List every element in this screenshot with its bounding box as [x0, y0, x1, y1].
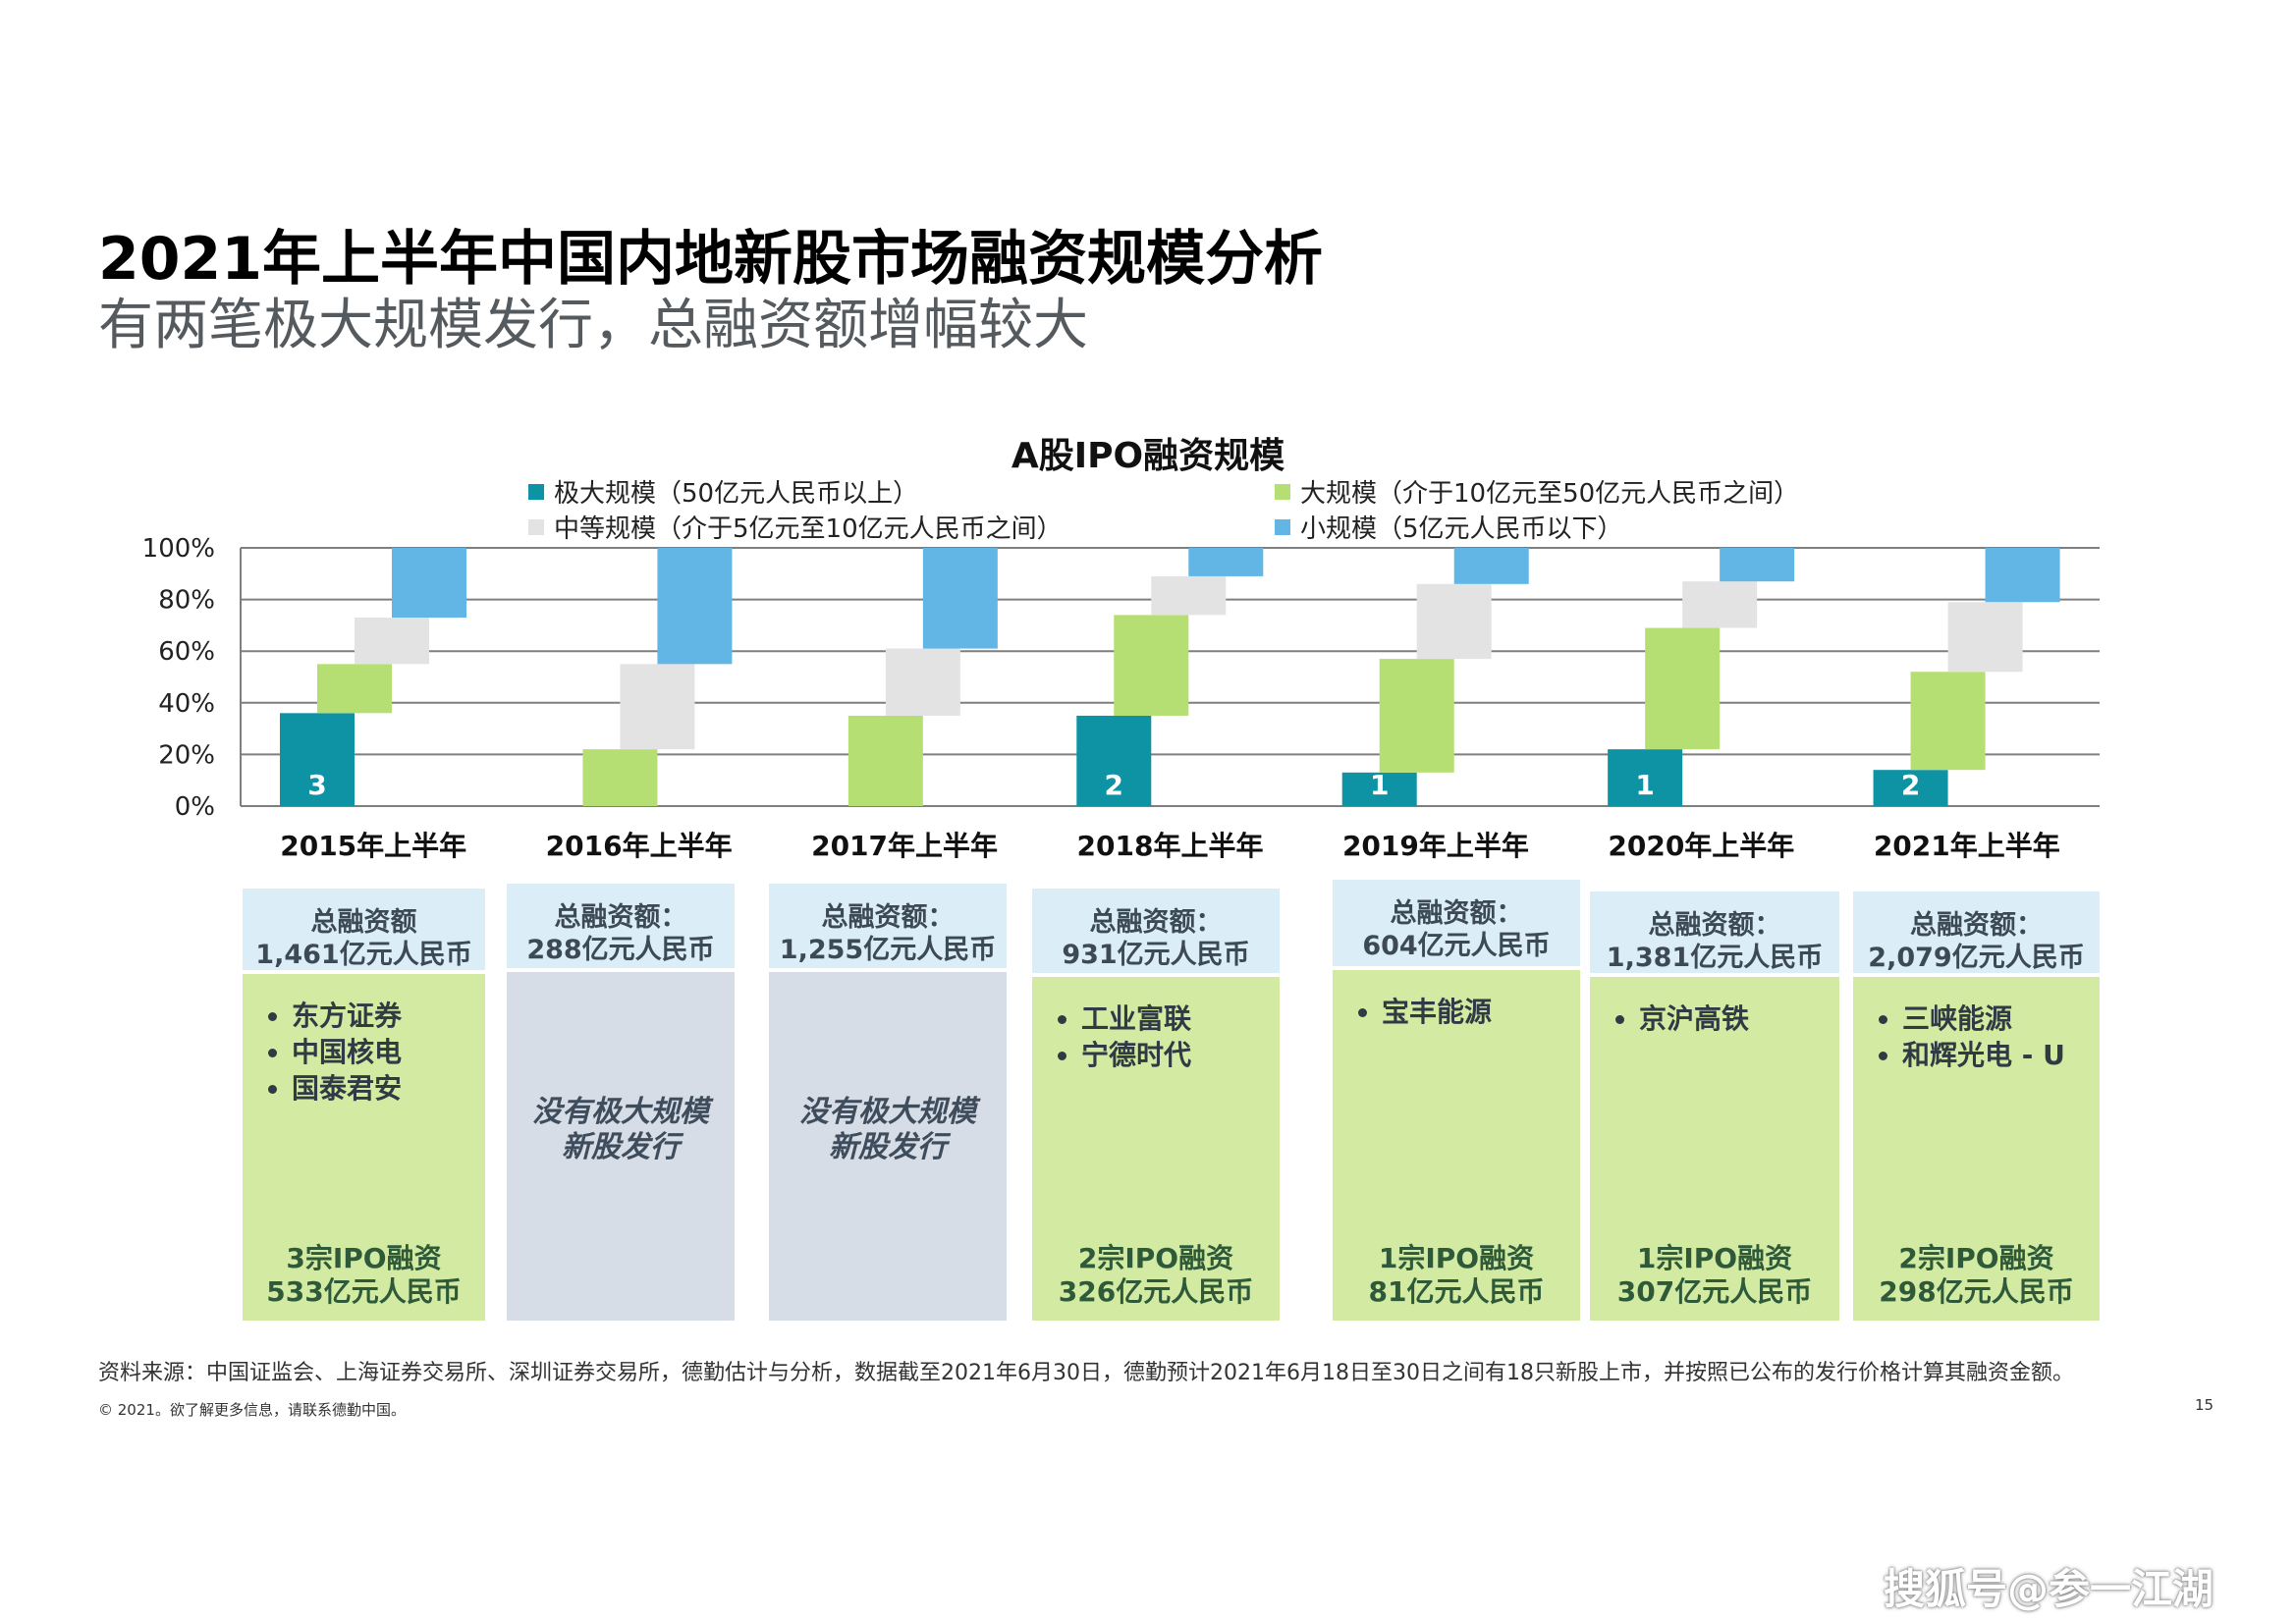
box-total-header: 总融资额： 2,079亿元人民币	[1853, 892, 2100, 973]
bar-data-label: 2	[1901, 769, 1920, 801]
bar-large	[847, 715, 923, 806]
bar-small	[1985, 548, 2060, 603]
no-issue-note: 没有极大规模 新股发行	[799, 1095, 976, 1164]
legend-swatch-extra-large	[528, 483, 544, 500]
bar-medium	[1947, 602, 2023, 673]
legend-swatch-small	[1275, 518, 1290, 535]
legend-label-small: 小规模（5亿元人民币以下）	[1300, 514, 1623, 544]
bar-small	[1188, 548, 1264, 576]
box-no-extra-large: 没有极大规模 新股发行	[507, 972, 735, 1321]
legend-item-medium: 中等规模（介于5亿元至10亿元人民币之间）	[528, 509, 1063, 545]
bar-large	[1645, 627, 1721, 750]
y-tick-label: 0%	[175, 792, 215, 822]
bar-medium	[1151, 575, 1227, 616]
bar-extra-large	[1076, 715, 1152, 806]
y-tick-label: 60%	[158, 637, 215, 667]
page-title: 2021年上半年中国内地新股市场融资规模分析	[98, 225, 1323, 294]
y-tick-label: 20%	[158, 740, 215, 770]
box-ipo-detail: 宝丰能源 1宗IPO融资 81亿元人民币	[1333, 970, 1580, 1321]
box-total-header: 总融资额 1,461亿元人民币	[243, 889, 485, 970]
bar-extra-large	[1608, 749, 1683, 806]
ipo-company-item: 宝丰能源	[1382, 994, 1492, 1030]
ipo-summary-text: 2宗IPO融资 326亿元人民币	[1058, 1242, 1254, 1308]
x-category-label: 2017年上半年	[811, 830, 998, 862]
box-total-header: 总融资额： 931亿元人民币	[1032, 889, 1280, 973]
x-category-label: 2020年上半年	[1608, 830, 1794, 862]
ipo-summary-text: 1宗IPO融资 81亿元人民币	[1368, 1242, 1545, 1308]
bar-medium	[1682, 581, 1758, 628]
y-tick-label: 100%	[142, 534, 215, 564]
ipo-company-list: 宝丰能源	[1340, 994, 1492, 1030]
ipo-company-item: 三峡能源	[1902, 1000, 2065, 1037]
legend-swatch-medium	[528, 518, 544, 535]
ipo-summary-text: 1宗IPO融资 307亿元人民币	[1616, 1242, 1813, 1308]
bar-large	[317, 664, 392, 714]
box-ipo-detail: 东方证券中国核电国泰君安 3宗IPO融资 533亿元人民币	[243, 974, 485, 1321]
box-total-header: 总融资额： 604亿元人民币	[1333, 880, 1580, 966]
bar-large	[1910, 672, 1986, 771]
ipo-company-item: 和辉光电 - U	[1902, 1037, 2065, 1073]
bar-data-label: 3	[307, 769, 326, 801]
ipo-company-list: 工业富联宁德时代	[1040, 1000, 1191, 1073]
page-number: 15	[2195, 1396, 2214, 1414]
source-note: 资料来源：中国证监会、上海证券交易所、深圳证券交易所，德勤估计与分析，数据截至2…	[98, 1361, 2074, 1385]
legend-item-small: 小规模（5亿元人民币以下）	[1275, 509, 1623, 545]
y-tick-label: 80%	[158, 586, 215, 616]
legend-item-extra-large: 极大规模（50亿元人民币以上）	[528, 473, 918, 510]
x-category-label: 2015年上半年	[280, 830, 466, 862]
chart-title: A股IPO融资规模	[1011, 436, 1285, 476]
ipo-company-item: 东方证券	[292, 998, 402, 1034]
ipo-company-list: 三峡能源和辉光电 - U	[1861, 1000, 2065, 1073]
page-subtitle: 有两笔极大规模发行，总融资额增幅较大	[98, 294, 1088, 357]
bar-medium	[355, 618, 429, 665]
bar-small	[922, 548, 998, 649]
box-ipo-detail: 工业富联宁德时代 2宗IPO融资 326亿元人民币	[1032, 977, 1280, 1321]
bar-large	[1114, 615, 1189, 716]
bar-medium	[885, 648, 960, 716]
x-category-label: 2018年上半年	[1077, 830, 1264, 862]
legend-swatch-large	[1275, 483, 1290, 500]
ipo-company-item: 宁德时代	[1081, 1037, 1191, 1073]
legend-item-large: 大规模（介于10亿元至50亿元人民币之间）	[1275, 473, 1799, 510]
box-total-header: 总融资额： 1,381亿元人民币	[1590, 892, 1839, 973]
x-category-label: 2019年上半年	[1342, 830, 1529, 862]
box-ipo-detail: 京沪高铁 1宗IPO融资 307亿元人民币	[1590, 977, 1839, 1321]
bar-large	[582, 749, 658, 806]
x-category-label: 2016年上半年	[546, 830, 733, 862]
bar-data-label: 1	[1635, 769, 1654, 801]
box-no-extra-large: 没有极大规模 新股发行	[769, 972, 1007, 1321]
box-total-header: 总融资额： 1,255亿元人民币	[769, 884, 1007, 968]
bar-small	[1720, 548, 1795, 582]
bar-data-label: 2	[1105, 769, 1123, 801]
ipo-company-list: 东方证券中国核电国泰君安	[250, 998, 402, 1107]
box-total-header: 总融资额： 288亿元人民币	[507, 884, 735, 968]
bar-data-label: 1	[1370, 769, 1389, 801]
ipo-company-item: 京沪高铁	[1639, 1000, 1749, 1037]
bar-medium	[620, 664, 695, 750]
watermark: 搜狐号@参一江湖	[1884, 1565, 2214, 1613]
bar-extra-large	[1873, 770, 1948, 806]
x-category-label: 2021年上半年	[1874, 830, 2060, 862]
legend-label-medium: 中等规模（介于5亿元至10亿元人民币之间）	[554, 514, 1063, 544]
ipo-company-item: 中国核电	[292, 1034, 402, 1070]
copyright-note: © 2021。欲了解更多信息，请联系德勤中国。	[98, 1401, 406, 1419]
bar-small	[392, 548, 466, 619]
bar-small	[1453, 548, 1529, 584]
bar-medium	[1416, 583, 1492, 660]
ipo-company-list: 京沪高铁	[1598, 1000, 1749, 1037]
bar-extra-large	[1341, 772, 1417, 806]
bar-extra-large	[280, 713, 355, 806]
box-ipo-detail: 三峡能源和辉光电 - U 2宗IPO融资 298亿元人民币	[1853, 977, 2100, 1321]
legend-label-large: 大规模（介于10亿元至50亿元人民币之间）	[1300, 479, 1800, 509]
bar-small	[657, 548, 733, 665]
legend-label-extra-large: 极大规模（50亿元人民币以上）	[554, 479, 919, 509]
ipo-summary-text: 3宗IPO融资 533亿元人民币	[266, 1242, 462, 1308]
ipo-scale-chart: 0% 20% 40% 60% 80% 100% 3 2015年上半年 2016年上半年 2017年…	[142, 534, 2100, 862]
ipo-summary-text: 2宗IPO融资 298亿元人民币	[1879, 1242, 2074, 1308]
ipo-company-item: 工业富联	[1081, 1000, 1191, 1037]
ipo-company-item: 国泰君安	[292, 1070, 402, 1107]
y-tick-label: 40%	[158, 689, 215, 719]
no-issue-note: 没有极大规模 新股发行	[532, 1095, 709, 1164]
bar-large	[1379, 659, 1454, 773]
